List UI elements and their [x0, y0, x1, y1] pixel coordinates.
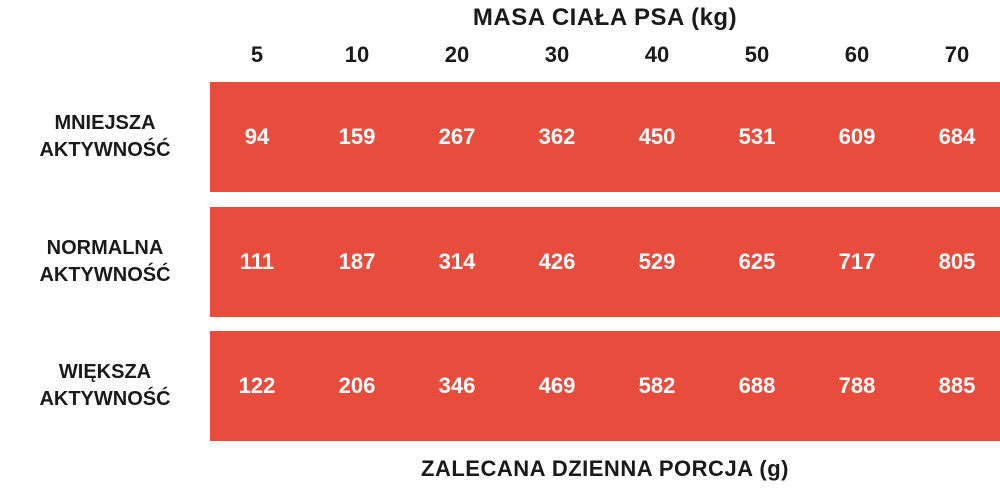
table-cell: 346 — [438, 373, 476, 398]
row-label-text: WIĘKSZA AKTYWNOŚĆ — [39, 361, 171, 410]
column-header: 60 — [844, 42, 870, 67]
table-footer: ZALECANA DZIENNA PORCJA (g) — [421, 456, 789, 481]
column-header: 50 — [744, 42, 770, 67]
row-band — [210, 82, 1000, 192]
table-cell: 684 — [938, 124, 976, 149]
column-header: 10 — [344, 42, 370, 67]
table-cell: 625 — [738, 249, 776, 274]
row-band — [210, 207, 1000, 317]
row-label: MNIEJSZA AKTYWNOŚĆ — [0, 82, 210, 192]
row-label: NORMALNA AKTYWNOŚĆ — [0, 207, 210, 317]
table-cell: 187 — [338, 249, 376, 274]
table-cell: 531 — [738, 124, 776, 149]
column-header: 30 — [544, 42, 570, 67]
table-cell: 529 — [638, 249, 676, 274]
table-cell: 469 — [538, 373, 576, 398]
column-header: 20 — [444, 42, 470, 67]
table-title: MASA CIAŁA PSA (kg) — [472, 4, 738, 31]
table-cell: 362 — [538, 124, 576, 149]
column-header: 5 — [250, 42, 264, 67]
table-cell: 582 — [638, 373, 676, 398]
row-band — [210, 331, 1000, 441]
table-cell: 122 — [238, 373, 276, 398]
table-cell: 314 — [438, 249, 476, 274]
column-header: 40 — [644, 42, 670, 67]
table-cell: 688 — [738, 373, 776, 398]
column-header: 70 — [944, 42, 970, 67]
table-cell: 717 — [838, 249, 876, 274]
table-cell: 885 — [938, 373, 976, 398]
table-cell: 206 — [338, 373, 376, 398]
table-cell: 788 — [838, 373, 876, 398]
table-cell: 805 — [938, 249, 976, 274]
row-label: WIĘKSZA AKTYWNOŚĆ — [0, 331, 210, 441]
table-cell: 426 — [538, 249, 576, 274]
table-cell: 450 — [638, 124, 676, 149]
table-cell: 609 — [838, 124, 876, 149]
row-label-text: MNIEJSZA AKTYWNOŚĆ — [39, 112, 171, 161]
table-cell: 159 — [338, 124, 376, 149]
table-cell: 111 — [239, 249, 275, 274]
table-cell: 94 — [244, 124, 270, 149]
table-cell: 267 — [438, 124, 476, 149]
row-label-text: NORMALNA AKTYWNOŚĆ — [39, 237, 171, 286]
